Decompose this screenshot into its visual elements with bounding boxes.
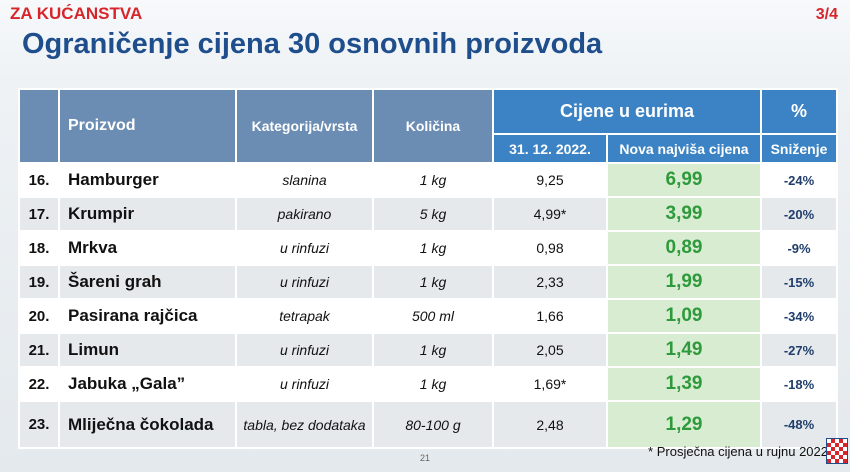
product-name: Limun xyxy=(58,332,237,368)
new-price: 0,89 xyxy=(606,230,762,266)
crest-icon xyxy=(826,438,848,464)
old-price: 2,48 xyxy=(492,400,608,449)
table-row: 16. Hamburger slanina 1 kg 9,25 6,99 -24% xyxy=(18,162,838,198)
new-price: 1,09 xyxy=(606,298,762,334)
section-label: ZA KUĆANSTVA xyxy=(10,4,143,23)
quantity: 1 kg xyxy=(372,332,494,368)
quantity: 80-100 g xyxy=(372,400,494,449)
table-row: 19. Šareni grah u rinfuzi 1 kg 2,33 1,99 -15% xyxy=(18,264,838,300)
header-cell: Količina xyxy=(372,88,494,164)
table-row: 23. Mliječna čokolada tabla, bez dodataka 8… xyxy=(18,400,838,449)
footnote: * Prosječna cijena u rujnu 2022 xyxy=(648,444,828,459)
reduction: -9% xyxy=(760,230,838,266)
old-price: 4,99* xyxy=(492,196,608,232)
header-cell xyxy=(18,88,60,164)
page-indicator: 3/4 xyxy=(815,6,838,23)
table-body: 16. Hamburger slanina 1 kg 9,25 6,99 -24% 17. Kr… xyxy=(18,162,838,449)
row-number: 21. xyxy=(18,332,60,368)
quantity: 5 kg xyxy=(372,196,494,232)
category: u rinfuzi xyxy=(235,366,374,402)
new-price: 1,49 xyxy=(606,332,762,368)
new-price: 1,29 xyxy=(606,400,762,449)
header-cell: % xyxy=(760,88,838,135)
reduction: -18% xyxy=(760,366,838,402)
reduction: -20% xyxy=(760,196,838,232)
page-number: 21 xyxy=(420,453,431,463)
table-row: 22. Jabuka „Gala” u rinfuzi 1 kg 1,69* 1,39 -1… xyxy=(18,366,838,402)
old-price: 0,98 xyxy=(492,230,608,266)
row-number: 22. xyxy=(18,366,60,402)
quantity: 500 ml xyxy=(372,298,494,334)
old-price: 1,69* xyxy=(492,366,608,402)
product-name: Mrkva xyxy=(58,230,237,266)
product-name: Hamburger xyxy=(58,162,237,198)
old-price: 2,33 xyxy=(492,264,608,300)
row-number: 16. xyxy=(18,162,60,198)
header-cell: Kategorija/vrsta xyxy=(235,88,374,164)
category: pakirano xyxy=(235,196,374,232)
row-number: 20. xyxy=(18,298,60,334)
product-name: Pasirana rajčica xyxy=(58,298,237,334)
price-table: Proizvod Kategorija/vrsta Količina Cijen… xyxy=(18,88,838,449)
row-number: 17. xyxy=(18,196,60,232)
reduction: -34% xyxy=(760,298,838,334)
row-number: 19. xyxy=(18,264,60,300)
row-number: 18. xyxy=(18,230,60,266)
category: u rinfuzi xyxy=(235,264,374,300)
reduction: -48% xyxy=(760,400,838,449)
reduction: -24% xyxy=(760,162,838,198)
old-price: 2,05 xyxy=(492,332,608,368)
category: tetrapak xyxy=(235,298,374,334)
subheader-cell: 31. 12. 2022. xyxy=(492,133,608,164)
old-price: 9,25 xyxy=(492,162,608,198)
subheader-cell: Sniženje xyxy=(760,133,838,164)
old-price: 1,66 xyxy=(492,298,608,334)
category: u rinfuzi xyxy=(235,332,374,368)
quantity: 1 kg xyxy=(372,162,494,198)
quantity: 1 kg xyxy=(372,366,494,402)
product-name: Krumpir xyxy=(58,196,237,232)
reduction: -15% xyxy=(760,264,838,300)
category: u rinfuzi xyxy=(235,230,374,266)
new-price: 3,99 xyxy=(606,196,762,232)
reduction: -27% xyxy=(760,332,838,368)
product-name: Jabuka „Gala” xyxy=(58,366,237,402)
table-row: 17. Krumpir pakirano 5 kg 4,99* 3,99 -20% xyxy=(18,196,838,232)
product-name: Šareni grah xyxy=(58,264,237,300)
row-number: 23. xyxy=(18,400,60,449)
table-row: 20. Pasirana rajčica tetrapak 500 ml 1,66 1,0… xyxy=(18,298,838,334)
table-row: 18. Mrkva u rinfuzi 1 kg 0,98 0,89 -9% xyxy=(18,230,838,266)
title: Ograničenje cijena 30 osnovnih proizvoda xyxy=(22,28,603,60)
header-cell: Cijene u eurima xyxy=(492,88,762,135)
quantity: 1 kg xyxy=(372,264,494,300)
product-name: Mliječna čokolada xyxy=(58,400,237,449)
new-price: 6,99 xyxy=(606,162,762,198)
new-price: 1,99 xyxy=(606,264,762,300)
subheader-cell: Nova najviša cijena xyxy=(606,133,762,164)
quantity: 1 kg xyxy=(372,230,494,266)
header-cell: Proizvod xyxy=(58,88,237,164)
table-row: 21. Limun u rinfuzi 1 kg 2,05 1,49 -27% xyxy=(18,332,838,368)
category: slanina xyxy=(235,162,374,198)
new-price: 1,39 xyxy=(606,366,762,402)
category: tabla, bez dodataka xyxy=(235,400,374,449)
